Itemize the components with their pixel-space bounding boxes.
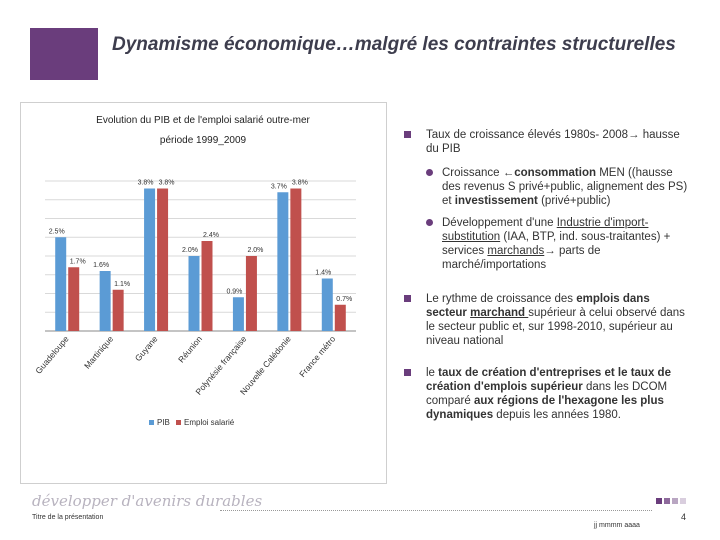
data-label: 1.7% bbox=[70, 258, 86, 265]
bar-pib bbox=[144, 188, 156, 331]
dot-bullet-icon bbox=[426, 169, 433, 176]
bar-emploi bbox=[112, 289, 124, 331]
arrow-left-icon: ← bbox=[502, 167, 515, 179]
footer-square-icon bbox=[680, 498, 686, 504]
bullet-growth: Taux de croissance élevés 1980s- 2008→ h… bbox=[400, 128, 692, 156]
bar-pib bbox=[277, 192, 289, 331]
chart-frame: Evolution du PIB et de l'emploi salarié … bbox=[20, 102, 387, 484]
bar-pib bbox=[99, 271, 111, 331]
legend-swatch-pib bbox=[149, 420, 154, 425]
data-label: 0.7% bbox=[336, 296, 352, 303]
bar-emploi bbox=[201, 241, 213, 331]
footer-logo: développer d'avenirs durables bbox=[32, 492, 263, 510]
square-bullet-icon bbox=[404, 131, 411, 138]
footer-date: jj mmmm aaaa bbox=[594, 522, 640, 529]
legend-label-emploi: Emploi salarié bbox=[184, 418, 235, 427]
bar-pib bbox=[55, 237, 67, 331]
category-label: Nouvelle Calédonie bbox=[238, 334, 293, 397]
data-label: 1.4% bbox=[315, 270, 331, 277]
dot-bullet-icon bbox=[426, 219, 433, 226]
footer-square-icon bbox=[656, 498, 662, 504]
bar-chart: Evolution du PIB et de l'emploi salarié … bbox=[33, 115, 356, 427]
data-label: 3.7% bbox=[271, 183, 287, 190]
data-label: 3.8% bbox=[292, 180, 308, 187]
footer-square-icon bbox=[664, 498, 670, 504]
data-label: 2.4% bbox=[203, 232, 219, 239]
bar-emploi bbox=[245, 256, 257, 331]
category-label: Martinique bbox=[82, 334, 115, 371]
bullet-list: Taux de croissance élevés 1980s- 2008→ h… bbox=[400, 128, 692, 432]
data-label: 3.8% bbox=[159, 180, 175, 187]
slide-title: Dynamisme économique…malgré les contrain… bbox=[112, 34, 676, 55]
chart-subtitle: période 1999_2009 bbox=[160, 135, 247, 146]
arrow-icon: → bbox=[628, 129, 640, 141]
legend-label-pib: PIB bbox=[157, 418, 170, 427]
chart-title: Evolution du PIB et de l'emploi salarié … bbox=[96, 115, 310, 126]
footer-presentation-title: Titre de la présentation bbox=[32, 514, 104, 521]
data-label: 0.9% bbox=[226, 288, 242, 295]
data-label: 2.0% bbox=[182, 247, 198, 254]
bar-pib bbox=[188, 256, 200, 331]
bullet-employment: Le rythme de croissance des emplois dans… bbox=[400, 292, 692, 348]
square-bullet-icon bbox=[404, 295, 411, 302]
subbullet-consumption: Croissance ←consommation MEN ((hausse de… bbox=[400, 166, 692, 208]
bar-emploi bbox=[68, 267, 80, 331]
category-label: France métro bbox=[297, 334, 337, 379]
square-bullet-icon bbox=[404, 369, 411, 376]
arrow-icon: → bbox=[544, 245, 556, 257]
footer-square-icon bbox=[672, 498, 678, 504]
category-label: Guyane bbox=[133, 334, 160, 363]
data-label: 2.5% bbox=[49, 228, 65, 235]
bar-pib bbox=[232, 297, 244, 331]
legend-swatch-emploi bbox=[176, 420, 181, 425]
bar-emploi bbox=[290, 188, 302, 331]
subbullet-industry: Développement d'une Industrie d'import-s… bbox=[400, 216, 692, 272]
category-label: Réunion bbox=[176, 334, 204, 365]
bar-emploi bbox=[157, 188, 169, 331]
data-label: 1.6% bbox=[93, 262, 109, 269]
bar-pib bbox=[321, 278, 333, 331]
data-label: 2.0% bbox=[247, 247, 263, 254]
page-number: 4 bbox=[681, 512, 687, 522]
title-accent-block bbox=[30, 28, 98, 80]
data-label: 3.8% bbox=[138, 180, 154, 187]
footer-divider bbox=[220, 510, 652, 511]
category-label: Guadeloupe bbox=[33, 334, 71, 376]
bullet-business-creation: le taux de création d'entreprises et le … bbox=[400, 366, 692, 422]
bar-emploi bbox=[334, 304, 346, 331]
data-label: 1.1% bbox=[114, 281, 130, 288]
